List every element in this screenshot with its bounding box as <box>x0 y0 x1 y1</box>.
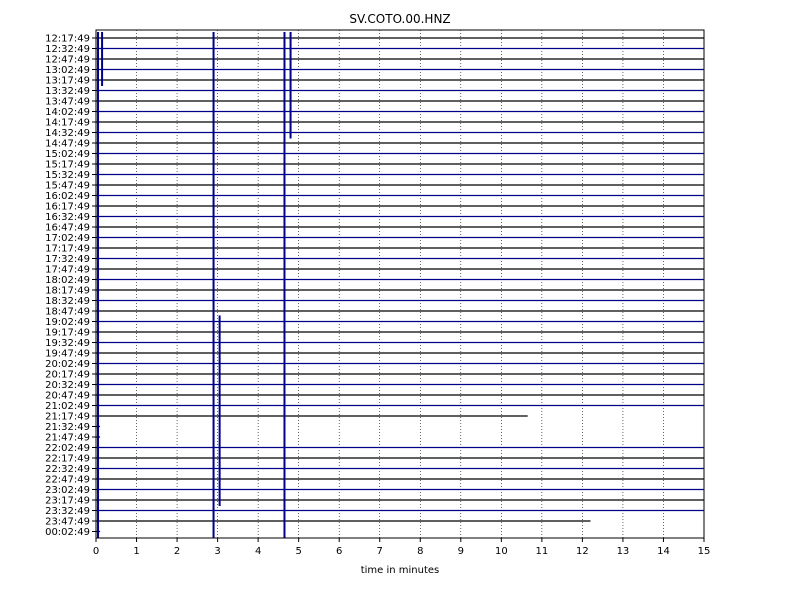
x-tick-label: 13 <box>617 546 630 557</box>
y-axis-ticks: 12:17:4912:32:4912:47:4913:02:4913:17:49… <box>45 34 96 538</box>
y-tick-label: 19:02:49 <box>45 317 90 328</box>
y-tick-label: 14:47:49 <box>45 139 90 150</box>
y-tick-label: 22:02:49 <box>45 443 90 454</box>
x-tick-label: 4 <box>255 546 261 557</box>
y-tick-label: 15:32:49 <box>45 170 90 181</box>
y-tick-label: 21:02:49 <box>45 401 90 412</box>
y-tick-label: 16:02:49 <box>45 191 90 202</box>
y-tick-label: 22:17:49 <box>45 454 90 465</box>
x-tick-label: 2 <box>174 546 180 557</box>
y-tick-label: 16:47:49 <box>45 223 90 234</box>
y-tick-label: 21:32:49 <box>45 422 90 433</box>
y-tick-label: 20:47:49 <box>45 391 90 402</box>
y-tick-label: 17:47:49 <box>45 265 90 276</box>
x-tick-label: 8 <box>417 546 423 557</box>
y-tick-label: 13:47:49 <box>45 97 90 108</box>
x-tick-label: 10 <box>495 546 508 557</box>
y-tick-label: 23:47:49 <box>45 517 90 528</box>
x-tick-label: 12 <box>576 546 589 557</box>
y-tick-label: 17:17:49 <box>45 244 90 255</box>
y-tick-label: 19:47:49 <box>45 349 90 360</box>
chart-title: SV.COTO.00.HNZ <box>349 12 450 26</box>
x-tick-label: 6 <box>336 546 342 557</box>
y-tick-label: 18:47:49 <box>45 307 90 318</box>
event-spikes <box>97 32 292 538</box>
x-tick-label: 0 <box>93 546 99 557</box>
y-tick-label: 20:17:49 <box>45 370 90 381</box>
y-tick-label: 14:32:49 <box>45 128 90 139</box>
y-tick-label: 22:32:49 <box>45 464 90 475</box>
x-axis-label: time in minutes <box>361 565 440 576</box>
trace-lines <box>96 37 704 533</box>
y-tick-label: 15:47:49 <box>45 181 90 192</box>
y-tick-label: 13:32:49 <box>45 86 90 97</box>
y-tick-label: 23:02:49 <box>45 485 90 496</box>
vertical-gridlines <box>136 30 664 538</box>
y-tick-label: 12:47:49 <box>45 55 90 66</box>
y-tick-label: 12:17:49 <box>45 34 90 45</box>
y-tick-label: 15:17:49 <box>45 160 90 171</box>
y-tick-label: 15:02:49 <box>45 149 90 160</box>
x-tick-label: 11 <box>535 546 548 557</box>
y-tick-label: 12:32:49 <box>45 44 90 55</box>
y-tick-label: 21:47:49 <box>45 433 90 444</box>
y-tick-label: 18:02:49 <box>45 275 90 286</box>
y-tick-label: 18:17:49 <box>45 286 90 297</box>
x-tick-label: 14 <box>657 546 670 557</box>
y-tick-label: 17:02:49 <box>45 233 90 244</box>
x-tick-label: 1 <box>133 546 139 557</box>
y-tick-label: 00:02:49 <box>45 527 90 538</box>
y-tick-label: 20:02:49 <box>45 359 90 370</box>
x-tick-label: 9 <box>458 546 464 557</box>
y-tick-label: 13:17:49 <box>45 76 90 87</box>
x-tick-label: 7 <box>377 546 383 557</box>
y-tick-label: 13:02:49 <box>45 65 90 76</box>
y-tick-label: 18:32:49 <box>45 296 90 307</box>
y-tick-label: 20:32:49 <box>45 380 90 391</box>
x-tick-label: 3 <box>214 546 220 557</box>
y-tick-label: 22:47:49 <box>45 475 90 486</box>
y-tick-label: 19:32:49 <box>45 338 90 349</box>
y-tick-label: 17:32:49 <box>45 254 90 265</box>
y-tick-label: 23:32:49 <box>45 506 90 517</box>
y-tick-label: 23:17:49 <box>45 496 90 507</box>
y-tick-label: 19:17:49 <box>45 328 90 339</box>
y-tick-label: 21:17:49 <box>45 412 90 423</box>
x-axis-ticks: 0 1 2 3 4 5 6 7 8 9 10 11 12 13 14 15 <box>93 538 711 557</box>
x-tick-label: 15 <box>698 546 711 557</box>
y-tick-label: 14:02:49 <box>45 107 90 118</box>
y-tick-label: 16:32:49 <box>45 212 90 223</box>
y-tick-label: 14:17:49 <box>45 118 90 129</box>
y-tick-label: 16:17:49 <box>45 202 90 213</box>
plot-frame <box>95 29 705 539</box>
x-tick-label: 5 <box>295 546 301 557</box>
